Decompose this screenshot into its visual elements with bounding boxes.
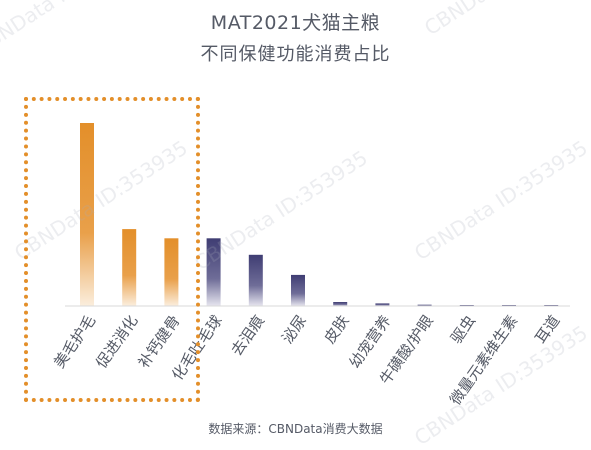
x-tick-label: 去泪痕 bbox=[228, 312, 269, 359]
x-tick-label: 皮肤 bbox=[321, 312, 353, 347]
bar-6 bbox=[333, 302, 348, 306]
bar-8 bbox=[417, 304, 432, 306]
bar-2 bbox=[164, 238, 179, 306]
data-source: 数据来源：CBNData消费大数据 bbox=[208, 422, 383, 436]
bar-0 bbox=[80, 123, 94, 306]
x-tick-label: 耳道 bbox=[532, 312, 564, 347]
bars-layer bbox=[80, 123, 559, 306]
chart-title: MAT2021犬猫主粮 bbox=[210, 12, 381, 34]
x-tick-label: 美毛护毛 bbox=[50, 312, 99, 371]
bar-4 bbox=[248, 254, 263, 306]
x-tick-label: 泌尿 bbox=[278, 312, 310, 347]
bar-5 bbox=[291, 274, 305, 306]
x-tick-label: 促进消化 bbox=[92, 312, 141, 371]
x-tick-label: 驱虫 bbox=[447, 312, 479, 347]
bar-3 bbox=[206, 238, 221, 306]
bar-1 bbox=[122, 229, 137, 306]
bar-7 bbox=[375, 303, 390, 306]
chart-subtitle: 不同保健功能消费占比 bbox=[200, 44, 391, 65]
